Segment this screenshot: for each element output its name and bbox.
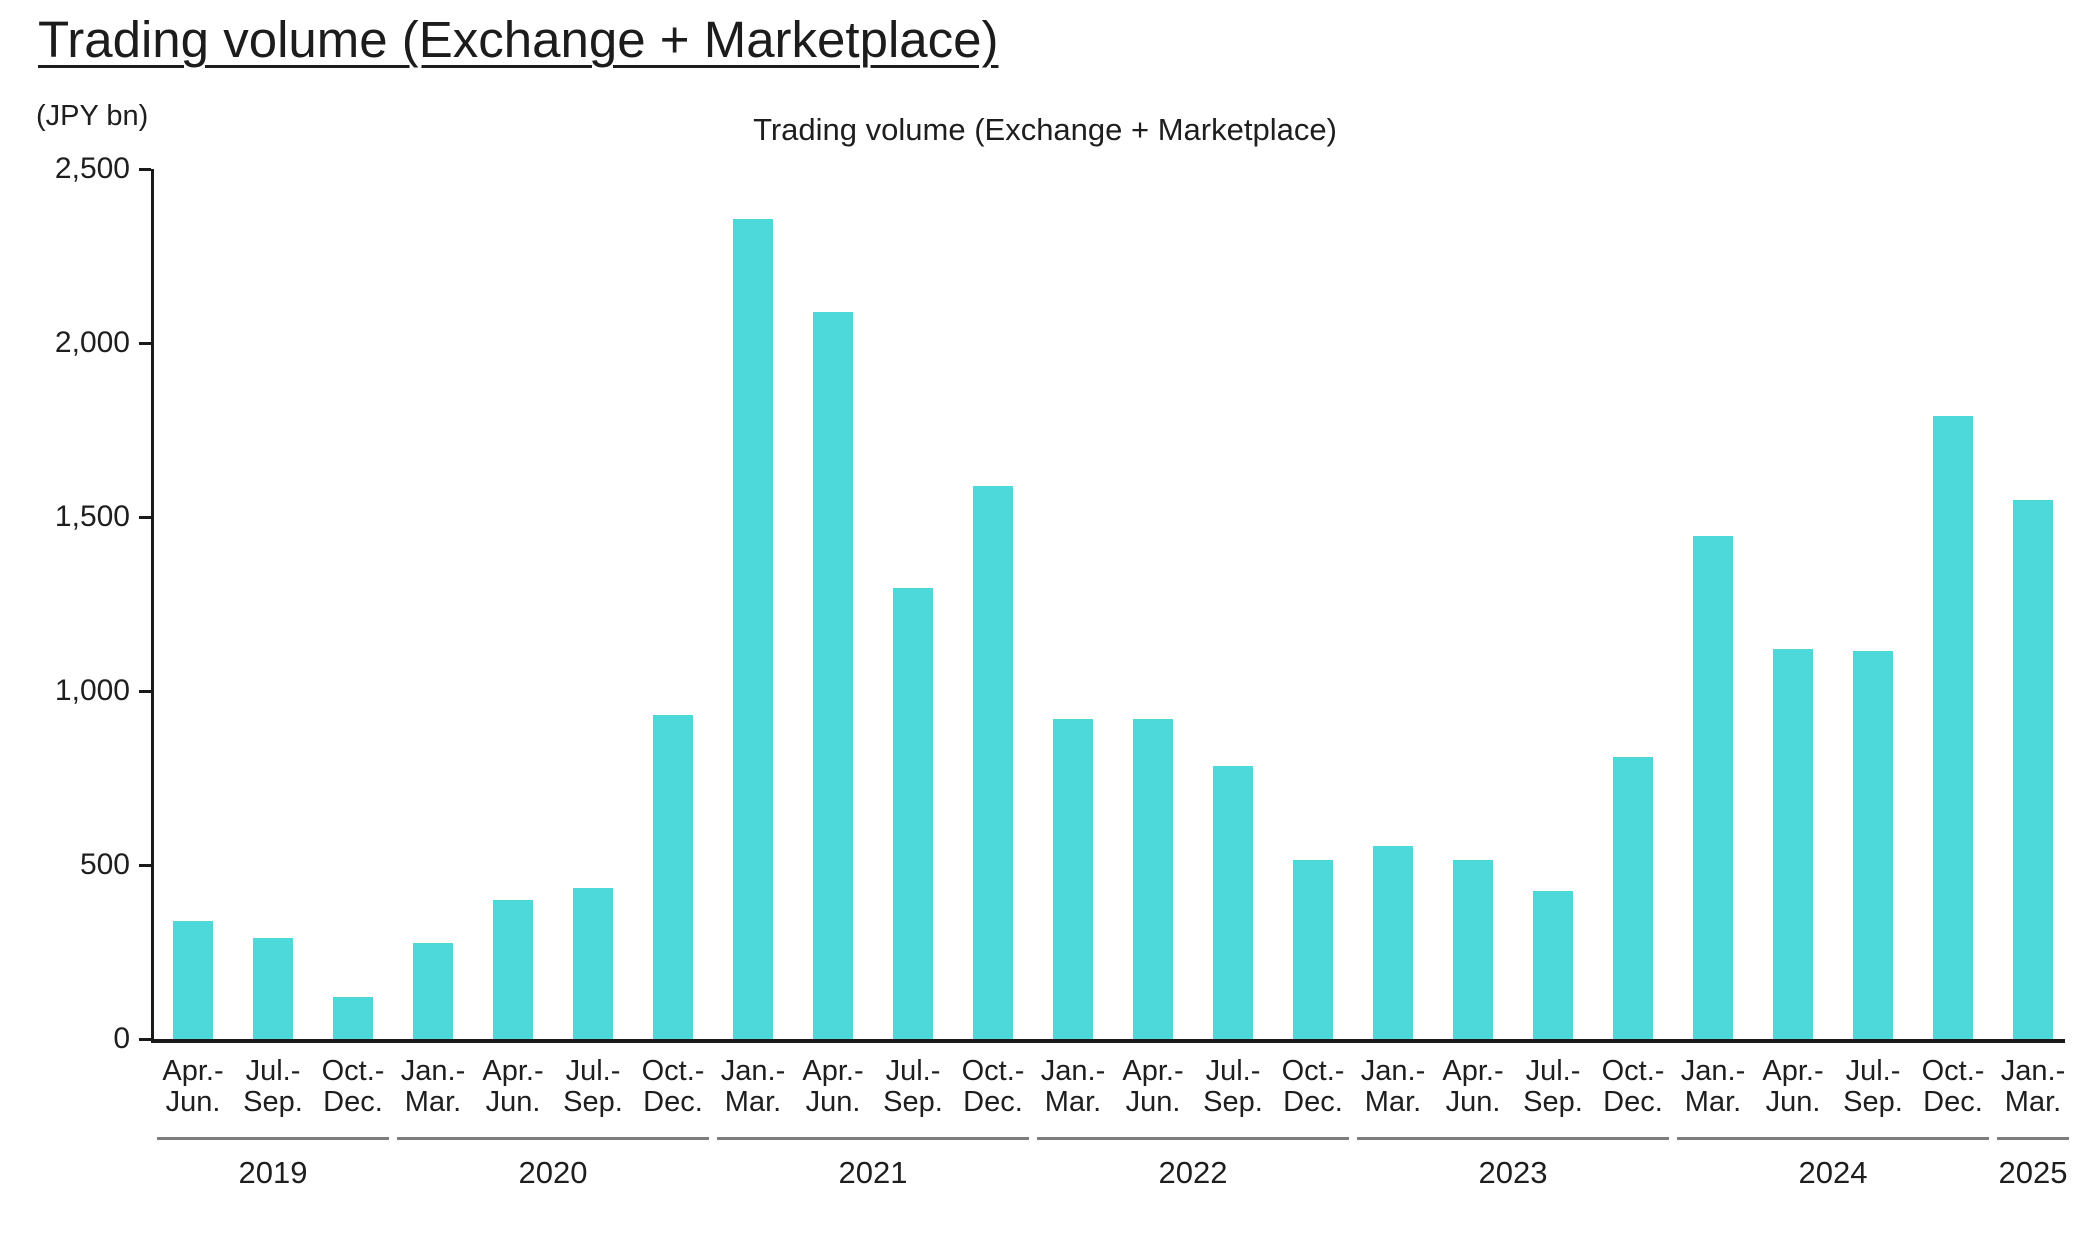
y-tick-label: 1,500 xyxy=(54,500,130,533)
year-label: 2020 xyxy=(518,1155,588,1190)
y-axis-unit-label: (JPY bn) xyxy=(36,100,149,132)
x-tick-label: Jan.- Mar. xyxy=(1040,1055,1106,1118)
y-tick-mark xyxy=(139,1038,151,1041)
x-tick-label: Jul.- Sep. xyxy=(1203,1055,1263,1118)
bar xyxy=(1053,719,1093,1039)
bar xyxy=(2013,500,2053,1039)
x-axis-line xyxy=(151,1039,2065,1043)
bar xyxy=(1453,860,1493,1039)
bar xyxy=(253,938,293,1039)
x-tick-label: Oct.- Dec. xyxy=(641,1055,705,1118)
year-group-underline xyxy=(157,1137,389,1140)
bar xyxy=(1613,757,1653,1039)
bar xyxy=(1373,846,1413,1039)
x-tick-label: Jul.- Sep. xyxy=(243,1055,303,1118)
bar xyxy=(1853,651,1893,1039)
bar xyxy=(813,312,853,1039)
year-group-underline xyxy=(397,1137,709,1140)
year-group-underline xyxy=(1677,1137,1989,1140)
year-label: 2021 xyxy=(838,1155,908,1190)
bar xyxy=(733,219,773,1039)
year-label: 2019 xyxy=(238,1155,308,1190)
bar xyxy=(1293,860,1333,1039)
x-tick-label: Apr.- Jun. xyxy=(482,1055,544,1118)
x-tick-label: Apr.- Jun. xyxy=(1442,1055,1504,1118)
bar xyxy=(1533,891,1573,1039)
y-tick-label: 2,500 xyxy=(54,152,130,185)
x-tick-label: Apr.- Jun. xyxy=(1762,1055,1824,1118)
x-tick-label: Apr.- Jun. xyxy=(802,1055,864,1118)
x-tick-label: Jan.- Mar. xyxy=(1360,1055,1426,1118)
bar xyxy=(493,900,533,1039)
x-tick-label: Oct.- Dec. xyxy=(961,1055,1025,1118)
bar xyxy=(653,715,693,1039)
page-title: Trading volume (Exchange + Marketplace) xyxy=(38,11,999,68)
y-tick-mark xyxy=(139,690,151,693)
plot-area xyxy=(154,169,2065,1039)
bar xyxy=(1773,649,1813,1039)
x-tick-label: Apr.- Jun. xyxy=(162,1055,224,1118)
chart-title: Trading volume (Exchange + Marketplace) xyxy=(753,112,1337,147)
year-group-underline xyxy=(1037,1137,1349,1140)
x-tick-label: Jan.- Mar. xyxy=(1680,1055,1746,1118)
x-tick-label: Oct.- Dec. xyxy=(1601,1055,1665,1118)
y-tick-label: 500 xyxy=(79,848,130,881)
y-tick-mark xyxy=(139,168,151,171)
x-tick-label: Apr.- Jun. xyxy=(1122,1055,1184,1118)
bar xyxy=(1213,766,1253,1039)
x-tick-label: Jul.- Sep. xyxy=(563,1055,623,1118)
year-label: 2023 xyxy=(1478,1155,1548,1190)
year-label: 2022 xyxy=(1158,1155,1228,1190)
year-label: 2025 xyxy=(1998,1155,2068,1190)
y-tick-label: 0 xyxy=(113,1022,130,1055)
year-label: 2024 xyxy=(1798,1155,1868,1190)
bar xyxy=(333,997,373,1039)
x-tick-label: Jul.- Sep. xyxy=(883,1055,943,1118)
x-tick-label: Oct.- Dec. xyxy=(1281,1055,1345,1118)
year-group-underline xyxy=(1997,1137,2069,1140)
year-group-underline xyxy=(717,1137,1029,1140)
bar xyxy=(573,888,613,1039)
x-tick-label: Jan.- Mar. xyxy=(2000,1055,2066,1118)
y-tick-mark xyxy=(139,342,151,345)
bar xyxy=(413,943,453,1039)
year-group-underline xyxy=(1357,1137,1669,1140)
y-tick-mark xyxy=(139,864,151,867)
x-tick-label: Jan.- Mar. xyxy=(720,1055,786,1118)
y-tick-label: 2,000 xyxy=(54,326,130,359)
bar xyxy=(1933,416,1973,1039)
bar xyxy=(1133,719,1173,1039)
x-tick-label: Jul.- Sep. xyxy=(1523,1055,1583,1118)
x-tick-label: Jan.- Mar. xyxy=(400,1055,466,1118)
x-tick-label: Oct.- Dec. xyxy=(1921,1055,1985,1118)
x-tick-label: Oct.- Dec. xyxy=(321,1055,385,1118)
x-tick-label: Jul.- Sep. xyxy=(1843,1055,1903,1118)
y-tick-mark xyxy=(139,516,151,519)
bar xyxy=(973,486,1013,1039)
y-axis-line xyxy=(151,169,154,1043)
bar xyxy=(173,921,213,1039)
bar xyxy=(1693,536,1733,1039)
bar xyxy=(893,588,933,1039)
y-tick-label: 1,000 xyxy=(54,674,130,707)
